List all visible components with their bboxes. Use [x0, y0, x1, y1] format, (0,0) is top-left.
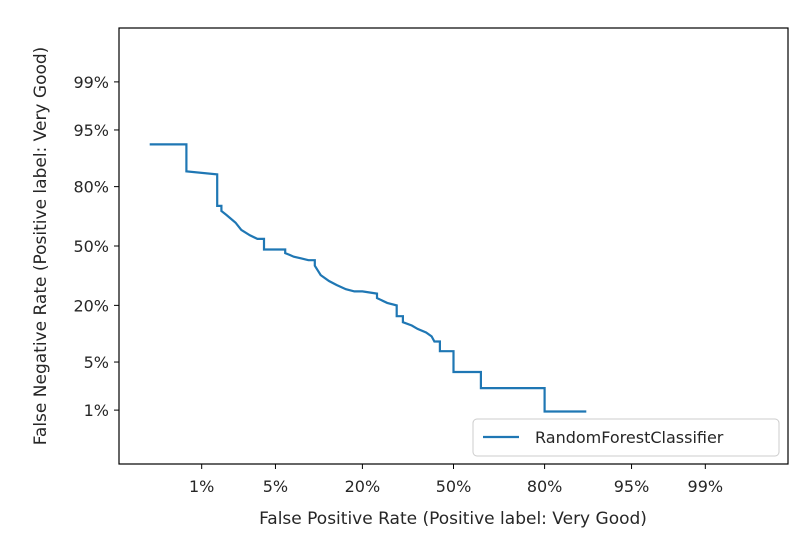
- y-tick-label: 20%: [73, 296, 109, 315]
- legend-box: [472, 418, 780, 457]
- y-tick-label: 95%: [73, 121, 109, 140]
- y-tick-label: 99%: [73, 73, 109, 92]
- y-axis-ticks: 1% 5% 20% 50% 80% 95% 99%: [73, 73, 119, 420]
- axes-frame: [118, 27, 789, 465]
- x-tick-label: 50%: [436, 477, 472, 496]
- y-tick-label: 80%: [73, 178, 109, 197]
- y-tick-label: 1%: [84, 401, 109, 420]
- legend: RandomForestClassifier: [472, 418, 780, 457]
- x-axis-ticks: 1% 5% 20% 50% 80% 95% 99%: [189, 464, 723, 496]
- x-tick-label: 99%: [688, 477, 724, 496]
- x-tick-label: 80%: [527, 477, 563, 496]
- legend-label: RandomForestClassifier: [535, 428, 724, 447]
- y-tick-label: 50%: [73, 237, 109, 256]
- plot-area: [119, 28, 788, 464]
- x-axis-label: False Positive Rate (Positive label: Ver…: [259, 509, 647, 529]
- x-tick-label: 95%: [614, 477, 650, 496]
- y-axis-label: False Negative Rate (Positive label: Ver…: [31, 47, 51, 446]
- x-tick-label: 5%: [263, 477, 288, 496]
- series-line-randomforestclassifier: [149, 143, 587, 413]
- y-tick-label: 5%: [84, 353, 109, 372]
- x-tick-label: 20%: [345, 477, 381, 496]
- x-tick-label: 1%: [189, 477, 214, 496]
